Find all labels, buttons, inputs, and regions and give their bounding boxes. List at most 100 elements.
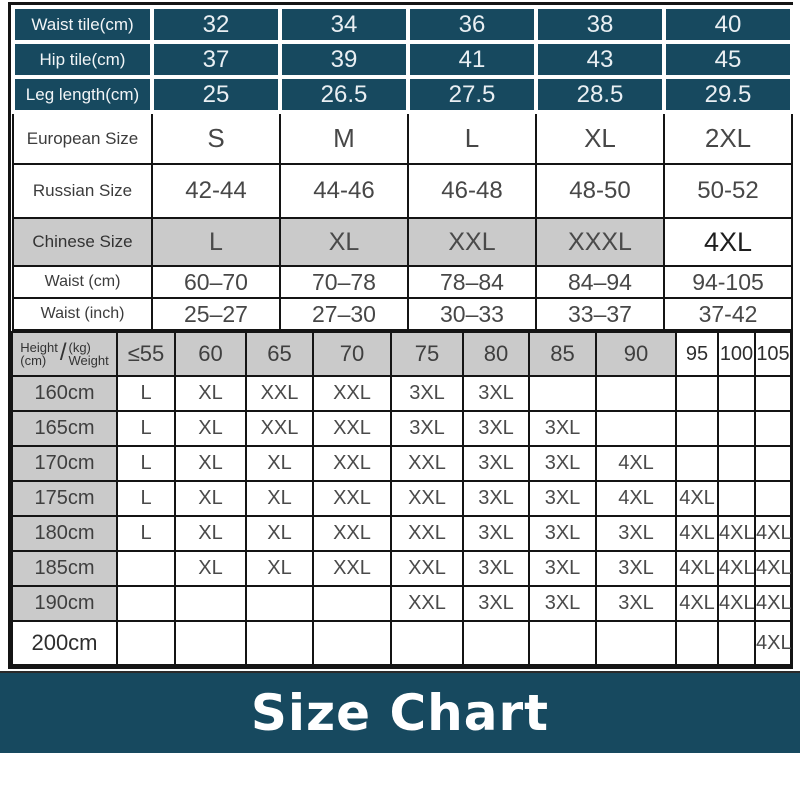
spec-cell: XL [279, 217, 409, 267]
spec-cell: 70–78 [279, 265, 409, 299]
weight-header: 90 [595, 331, 677, 377]
weight-header: 80 [462, 331, 530, 377]
weight-header: 65 [245, 331, 314, 377]
size-cell [595, 620, 677, 666]
size-cell [717, 620, 756, 666]
size-cell: XXL [390, 550, 464, 587]
matrix-row: 185cm XL XL XXL XXL 3XL 3XL 3XL 4XL 4XL 4XL [11, 550, 792, 587]
size-cell: 3XL [528, 585, 597, 622]
spec-cell: 33–37 [535, 297, 665, 331]
size-cell: 4XL [675, 515, 719, 552]
spec-cell: 4XL [663, 217, 793, 267]
size-cell: XL [174, 410, 247, 447]
size-cell [717, 375, 756, 412]
size-cell: XL [174, 445, 247, 482]
spec-cell: XXL [407, 217, 537, 267]
size-cell: XXL [312, 515, 392, 552]
spec-row: Russian Size 42-44 44-46 46-48 48-50 50-52 [12, 163, 793, 219]
corner-height-label: Height (cm) [20, 340, 58, 368]
size-cell: 3XL [390, 410, 464, 447]
size-chart-tables: Waist tile(cm) 32 34 36 38 40 Hip tile(cm) 37 39… [8, 2, 794, 669]
weight-header: 105 [754, 331, 792, 377]
spec-cell: 25 [150, 75, 282, 114]
weight-header: ≤55 [116, 331, 176, 377]
weight-header: 85 [528, 331, 597, 377]
size-cell: 3XL [595, 550, 677, 587]
spec-cell: XL [535, 111, 665, 165]
size-cell: 3XL [595, 515, 677, 552]
size-cell: 3XL [462, 550, 530, 587]
spec-row-label: European Size [12, 111, 153, 165]
matrix-row: 180cm L XL XL XXL XXL 3XL 3XL 3XL 4XL 4XL 4XL [11, 515, 792, 552]
height-label: 180cm [11, 515, 118, 552]
size-cell [754, 445, 792, 482]
size-cell [390, 620, 464, 666]
spec-cell: L [407, 111, 537, 165]
size-cell [754, 375, 792, 412]
size-cell: XL [174, 375, 247, 412]
size-cell [312, 585, 392, 622]
spec-cell: 27.5 [406, 75, 538, 114]
spec-cell: 26.5 [278, 75, 410, 114]
size-cell [717, 410, 756, 447]
size-cell: XXL [390, 445, 464, 482]
spec-row-label: Waist tile(cm) [11, 5, 154, 44]
spec-row: Waist (cm) 60–70 70–78 78–84 84–94 94-105 [12, 265, 793, 299]
height-label: 185cm [11, 550, 118, 587]
size-cell: XL [174, 515, 247, 552]
weight-header: 60 [174, 331, 247, 377]
height-label: 190cm [11, 585, 118, 622]
spec-cell: 28.5 [534, 75, 666, 114]
spec-row-label: Waist (inch) [12, 297, 153, 331]
matrix-row: 190cm XXL 3XL 3XL 3XL 4XL 4XL 4XL [11, 585, 792, 622]
size-cell [675, 410, 719, 447]
spec-row: European Size S M L XL 2XL [12, 111, 793, 165]
corner-wrap: Height (cm) / (kg) Weight [13, 339, 116, 368]
spec-cell: 84–94 [535, 265, 665, 299]
weight-header: 95 [675, 331, 719, 377]
size-cell [754, 410, 792, 447]
spec-cell: 43 [534, 40, 666, 79]
spec-row-label: Leg length(cm) [11, 75, 154, 114]
size-cell: 4XL [754, 585, 792, 622]
weight-header: 75 [390, 331, 464, 377]
size-cell [717, 445, 756, 482]
size-cell: L [116, 445, 176, 482]
size-cell: 3XL [595, 585, 677, 622]
spec-row: Chinese Size L XL XXL XXXL 4XL [12, 217, 793, 267]
spec-cell: M [279, 111, 409, 165]
size-cell: L [116, 515, 176, 552]
size-cell [675, 445, 719, 482]
size-cell: XXL [390, 480, 464, 517]
height-label: 170cm [11, 445, 118, 482]
spec-cell: 39 [278, 40, 410, 79]
spec-cell: 45 [662, 40, 794, 79]
size-cell: 3XL [390, 375, 464, 412]
size-cell: XXL [245, 410, 314, 447]
spec-cell: 40 [662, 5, 794, 44]
spec-cell: XXXL [535, 217, 665, 267]
spec-row: Leg length(cm) 25 26.5 27.5 28.5 29.5 [11, 75, 794, 114]
size-cell [116, 585, 176, 622]
size-cell: 3XL [528, 515, 597, 552]
size-cell: 3XL [462, 410, 530, 447]
spec-cell: 32 [150, 5, 282, 44]
spec-row: Hip tile(cm) 37 39 41 43 45 [11, 40, 794, 79]
size-cell: 3XL [462, 515, 530, 552]
matrix-row: 170cm L XL XL XXL XXL 3XL 3XL 4XL [11, 445, 792, 482]
size-cell [528, 620, 597, 666]
size-cell: 3XL [528, 410, 597, 447]
spec-cell: 37 [150, 40, 282, 79]
size-cell: 3XL [462, 585, 530, 622]
spec-cell: 94-105 [663, 265, 793, 299]
corner-divider: / [59, 339, 67, 366]
size-cell: L [116, 480, 176, 517]
spec-cell: 46-48 [407, 163, 537, 219]
size-cell: 3XL [528, 445, 597, 482]
size-cell: 3XL [528, 480, 597, 517]
size-cell: 3XL [462, 480, 530, 517]
size-cell: 4XL [754, 620, 792, 666]
spec-cell: 36 [406, 5, 538, 44]
size-cell: XL [174, 480, 247, 517]
